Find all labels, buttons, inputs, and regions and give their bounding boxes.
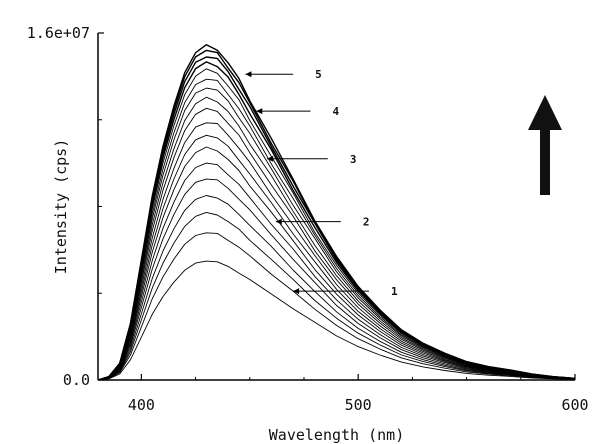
- y-ticks: 0.0 1.6e+07: [27, 24, 104, 389]
- annotation-arrowhead: [275, 218, 282, 225]
- spectrum-line: [97, 96, 576, 381]
- spectrum-line: [97, 122, 576, 381]
- annotation-arrowhead: [256, 108, 263, 115]
- spectrum-line: [97, 134, 576, 381]
- arrow-shaft: [540, 130, 550, 195]
- spectrum-line: [97, 260, 576, 381]
- annotation-arrowhead: [245, 71, 252, 78]
- spectrum-line: [97, 146, 576, 381]
- spectrum-line: [97, 178, 576, 381]
- annotation-label: 5: [315, 68, 322, 81]
- spectrum-line: [97, 78, 576, 381]
- x-tick-label: 600: [561, 396, 588, 414]
- spectrum-line: [97, 195, 576, 381]
- x-tick-label: 400: [128, 396, 155, 414]
- spectrum-line: [97, 232, 576, 381]
- annotation-arrowhead: [267, 155, 274, 162]
- up-arrow-icon: [528, 95, 562, 195]
- spectra-curves: [97, 44, 576, 381]
- spectrum-line: [97, 44, 576, 381]
- x-tick-label: 500: [345, 396, 372, 414]
- annotation-label: 3: [350, 153, 357, 166]
- spectrum-line: [97, 162, 576, 381]
- y-tick-label: 1.6e+07: [27, 24, 90, 42]
- y-axis-title: Intensity (cps): [52, 139, 70, 274]
- spectrum-line: [97, 87, 576, 381]
- annotation-arrowhead: [293, 288, 300, 295]
- curve-annotations: 5 4 3 2 1: [245, 68, 398, 298]
- arrow-head: [528, 95, 562, 130]
- y-tick-label: 0.0: [63, 371, 90, 389]
- spectrum-line: [97, 211, 576, 381]
- spectrum-line: [97, 107, 576, 381]
- annotation-label: 4: [332, 105, 339, 118]
- annotation-label: 1: [391, 285, 398, 298]
- spectrum-line: [97, 49, 576, 381]
- annotation-label: 2: [363, 216, 370, 229]
- x-ticks: 400 500 600: [128, 374, 589, 414]
- x-axis-title: Wavelength (nm): [269, 426, 404, 444]
